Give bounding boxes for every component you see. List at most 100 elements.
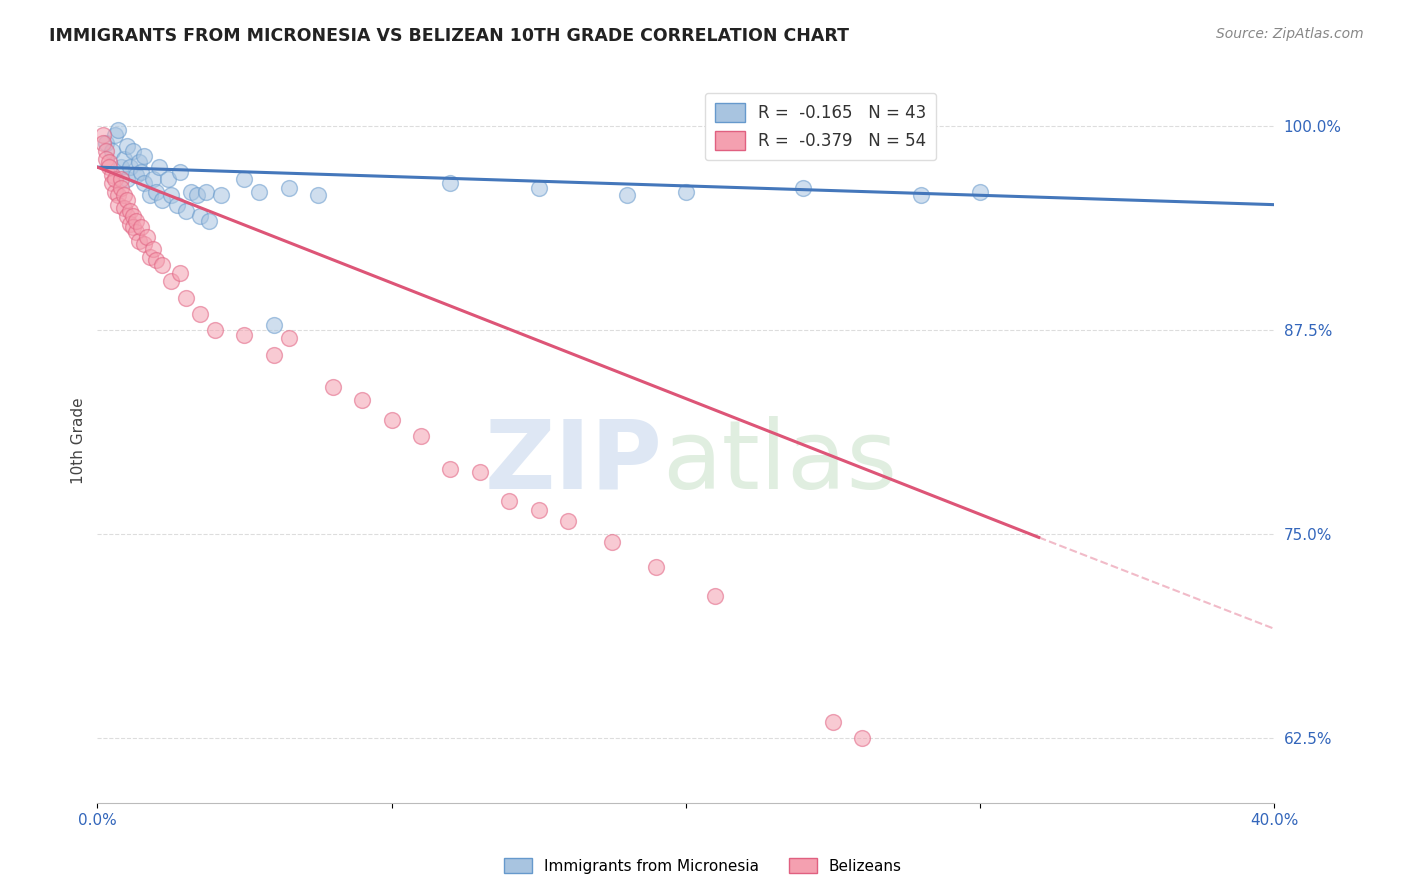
Point [186, 187, 208, 202]
Point [96, 136, 118, 150]
Point [150, 258, 173, 272]
Point [104, 185, 127, 199]
Point [145, 253, 167, 268]
Point [107, 197, 129, 211]
Point [112, 187, 135, 202]
Point [180, 185, 202, 199]
Point [439, 177, 461, 191]
Point [115, 193, 138, 207]
Point [98, 160, 121, 174]
Point [910, 187, 932, 202]
Point [645, 559, 668, 574]
Point [969, 185, 991, 199]
Point [169, 266, 191, 280]
Point [188, 307, 211, 321]
Point [821, 714, 844, 729]
Point [96, 144, 118, 158]
Point [233, 328, 256, 343]
Point [166, 197, 188, 211]
Point [124, 169, 146, 183]
Point [160, 274, 183, 288]
Point [156, 171, 179, 186]
Point [233, 171, 256, 186]
Point [616, 187, 638, 202]
Legend: R =  -0.165   N = 43, R =  -0.379   N = 54: R = -0.165 N = 43, R = -0.379 N = 54 [704, 93, 936, 160]
Point [112, 201, 135, 215]
Point [142, 171, 165, 186]
Point [118, 204, 141, 219]
Point [110, 160, 132, 174]
Point [188, 209, 211, 223]
Point [263, 318, 285, 333]
Point [409, 429, 432, 443]
Point [134, 236, 156, 251]
Point [128, 234, 150, 248]
Point [198, 214, 221, 228]
Point [121, 209, 143, 223]
Point [101, 144, 124, 158]
Point [527, 502, 550, 516]
Point [380, 413, 402, 427]
Point [101, 169, 124, 183]
Point [139, 187, 162, 202]
Point [675, 185, 697, 199]
Point [115, 209, 138, 223]
Point [322, 380, 344, 394]
Point [352, 393, 374, 408]
Point [204, 323, 226, 337]
Point [174, 291, 197, 305]
Point [101, 177, 124, 191]
Point [142, 242, 165, 256]
Point [124, 214, 146, 228]
Point [263, 348, 285, 362]
Point [104, 128, 127, 142]
Y-axis label: 10th Grade: 10th Grade [72, 397, 86, 483]
Point [145, 185, 167, 199]
Point [704, 589, 727, 603]
Point [107, 122, 129, 136]
Point [209, 187, 232, 202]
Point [118, 160, 141, 174]
Point [277, 181, 299, 195]
Point [148, 160, 170, 174]
Text: IMMIGRANTS FROM MICRONESIA VS BELIZEAN 10TH GRADE CORRELATION CHART: IMMIGRANTS FROM MICRONESIA VS BELIZEAN 1… [49, 27, 849, 45]
Point [131, 165, 153, 179]
Point [91, 136, 114, 150]
Point [121, 144, 143, 158]
Point [277, 331, 299, 345]
Point [134, 149, 156, 163]
Point [118, 217, 141, 231]
Point [98, 155, 121, 169]
Point [851, 731, 873, 745]
Point [104, 171, 127, 186]
Point [115, 171, 138, 186]
Point [174, 204, 197, 219]
Point [115, 139, 138, 153]
Point [139, 250, 162, 264]
Point [195, 185, 218, 199]
Point [136, 230, 159, 244]
Point [128, 155, 150, 169]
Point [124, 226, 146, 240]
Point [96, 152, 118, 166]
Point [527, 181, 550, 195]
Point [107, 187, 129, 202]
Point [134, 177, 156, 191]
Point [160, 187, 183, 202]
Point [468, 465, 491, 479]
Text: Source: ZipAtlas.com: Source: ZipAtlas.com [1216, 27, 1364, 41]
Text: ZIP: ZIP [484, 416, 662, 508]
Point [91, 128, 114, 142]
Point [498, 494, 520, 508]
Point [110, 181, 132, 195]
Point [792, 181, 814, 195]
Point [112, 152, 135, 166]
Point [150, 193, 173, 207]
Point [169, 165, 191, 179]
Legend: Immigrants from Micronesia, Belizeans: Immigrants from Micronesia, Belizeans [498, 852, 908, 880]
Point [600, 535, 623, 549]
Point [121, 220, 143, 235]
Point [439, 462, 461, 476]
Point [557, 514, 579, 528]
Point [110, 171, 132, 186]
